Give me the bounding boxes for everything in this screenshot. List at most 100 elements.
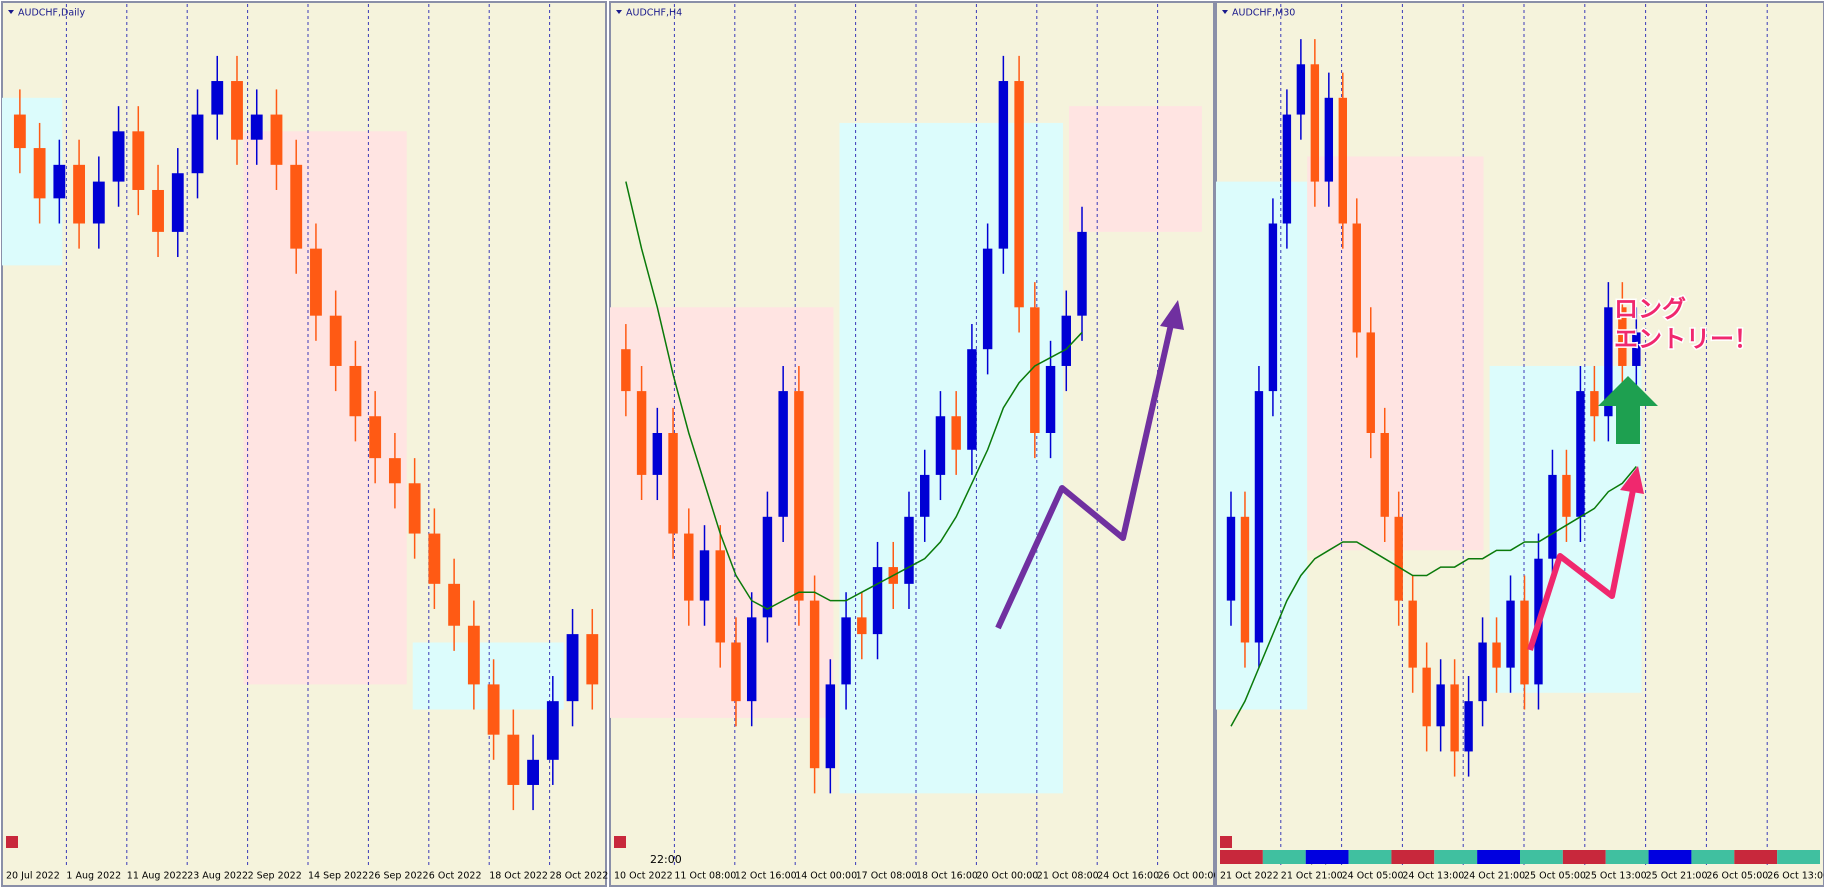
x-tick-label: 11 Aug 2022 [127,871,188,882]
candle-body [467,625,480,685]
zone [839,122,1063,794]
zone [1307,156,1484,551]
candle-body [546,701,559,760]
x-tick-label: 26 Oct 05:00 [1706,871,1768,882]
x-tick-label: 1 Aug 2022 [66,871,121,882]
x-tick-label: 23 Aug 2022 [187,871,248,882]
x-tick-label: 20 Oct 00:00 [976,871,1038,882]
candle-body [1590,391,1599,417]
candle-body [13,114,26,149]
candle-body [566,634,579,702]
x-tick-label: 18 Oct 2022 [489,871,548,882]
session-bar [1434,850,1478,864]
candle-body [1394,516,1403,601]
session-bar [1648,850,1692,864]
candle-body [652,433,663,475]
candle-body [310,248,322,316]
candle-body [778,391,788,517]
candle-body [825,684,836,769]
candle-body [794,391,804,601]
candle-body [1061,315,1071,366]
candle-body [762,516,773,618]
candle-body [1422,667,1431,727]
x-tick-label: 26 Sep 2022 [368,871,428,882]
candle-body [1324,97,1334,182]
session-bar [1605,850,1649,864]
candle-body [92,181,105,224]
x-tick-label: 18 Oct 16:00 [916,871,978,882]
candle-body [967,349,977,450]
candle-body [1618,307,1627,366]
session-bar [1777,850,1820,864]
x-tick-label: 14 Sep 2022 [308,871,368,882]
close-button[interactable] [6,836,18,848]
time-label: 22:00 [650,853,682,866]
candle-body [935,416,946,475]
candle-body [1014,81,1024,308]
x-tick-label: 24 Oct 21:00 [1463,871,1525,882]
candle-body [1268,223,1278,392]
candle-body [982,248,993,350]
candle-body [349,365,362,417]
x-tick-label: 14 Oct 00:00 [795,871,857,882]
candle-body [53,164,66,199]
session-bar [1520,850,1563,864]
x-tick-label: 21 Oct 21:00 [1281,871,1343,882]
candle-body [699,550,710,601]
close-button[interactable] [614,836,626,848]
x-tick-label: 10 Oct 2022 [614,871,673,882]
candle-body [1296,64,1306,115]
candle-body [1576,391,1585,517]
zone [243,131,407,685]
x-tick-label: 24 Oct 13:00 [1402,871,1464,882]
session-bar [1348,850,1392,864]
candle-body [951,416,961,450]
candle-body [1464,701,1473,752]
candle-body [388,458,401,484]
menu-arrow [8,10,14,14]
candle-body [231,81,243,140]
entry-arrow [1598,376,1658,444]
candle-body [746,617,757,702]
x-tick-label: 12 Oct 16:00 [735,871,797,882]
candle-body [329,315,342,366]
session-bar [1562,850,1606,864]
annotation: エントリー！ [1614,325,1758,353]
x-tick-label: 25 Oct 21:00 [1646,871,1708,882]
x-tick-label: 28 Oct 2022 [550,871,609,882]
candle-body [1366,332,1375,433]
close-button[interactable] [1220,836,1232,848]
candle-body [1380,433,1389,517]
session-bar [1262,850,1306,864]
candle-body [33,148,46,199]
candle-body [191,114,204,174]
candle-body [1282,114,1292,224]
session-bar [1691,850,1735,864]
candle-body [1254,391,1264,643]
candle-body [636,391,647,475]
candle-body [1338,97,1347,224]
panel-title: AUDCHF,M30 [1232,8,1295,19]
candle-body [369,416,382,459]
candle-body [1478,642,1487,702]
candle-body [1310,64,1320,182]
arrow-head [1620,466,1644,494]
annotation: ロング [1614,295,1686,323]
candle-body [731,642,741,702]
arrow-head [1160,300,1184,330]
session-bar [1734,850,1778,864]
x-tick-label: 6 Oct 2022 [429,871,482,882]
candle-body [1226,516,1236,601]
x-tick-label: 26 Oct 13:00 [1767,871,1824,882]
candle-body [112,131,125,182]
x-tick-label: 21 Oct 08:00 [1037,871,1099,882]
candle-body [1562,474,1571,517]
drawn-arrow [995,319,1175,630]
candle-body [527,759,539,785]
x-tick-label: 24 Oct 16:00 [1097,871,1159,882]
x-tick-label: 11 Oct 08:00 [674,871,736,882]
menu-arrow [616,10,622,14]
moving-average [1230,466,1637,727]
candle-body [132,131,145,190]
